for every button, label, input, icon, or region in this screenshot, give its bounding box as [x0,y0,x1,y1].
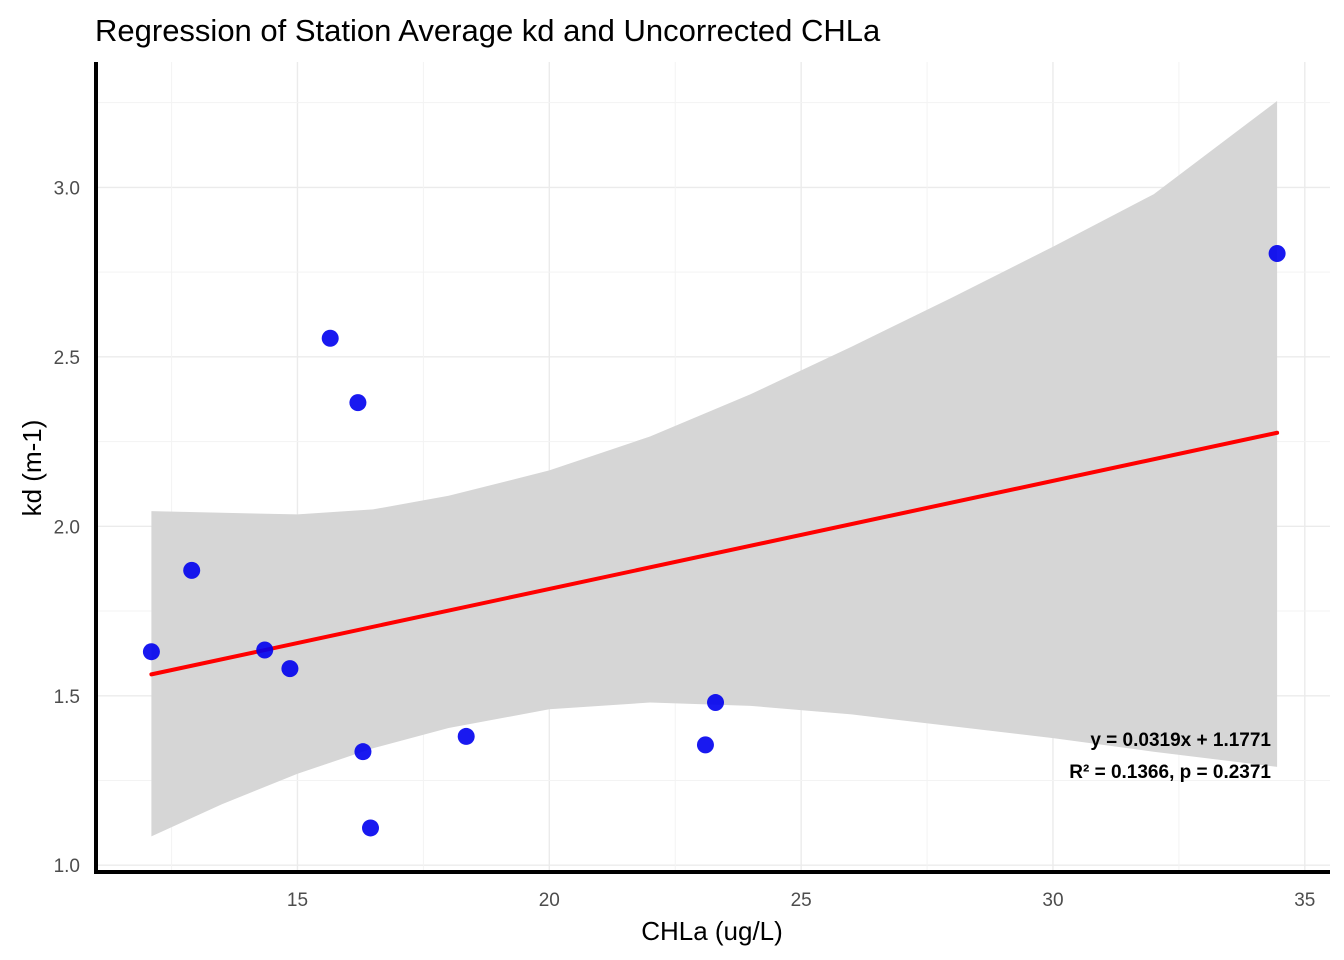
data-point [696,736,714,754]
regression-line-group [149,430,1280,677]
tick-labels: 15 20 25 30 35 1.0 1.5 2.0 2.5 3.0 [54,178,1316,911]
data-point [354,743,372,761]
data-point [362,819,380,837]
y-tick-label: 1.5 [54,687,80,708]
data-point [457,727,475,745]
y-tick-label: 3.0 [54,178,80,199]
data-point [281,660,299,678]
y-tick-label: 1.0 [54,856,80,877]
chart-title: Regression of Station Average kd and Unc… [95,13,881,48]
x-axis-title: CHLa (ug/L) [641,916,783,946]
regression-line [149,430,1280,677]
data-point [1268,244,1286,262]
x-tick-label: 30 [1042,890,1063,911]
data-point [142,643,160,661]
confidence-band [151,101,1278,837]
data-point [349,394,367,412]
data-point [321,329,339,347]
x-tick-label: 15 [287,890,308,911]
y-tick-label: 2.5 [54,348,80,369]
y-tick-label: 2.0 [54,517,80,538]
data-point [183,561,201,579]
x-tick-label: 20 [539,890,560,911]
x-tick-label: 25 [791,890,812,911]
x-tick-label: 35 [1294,890,1315,911]
y-axis-title: kd (m-1) [17,420,47,517]
data-point [256,641,274,659]
confidence-band-area [151,101,1278,837]
regression-equation: y = 0.0319x + 1.1771 [1090,730,1271,751]
data-point [707,694,725,712]
data-points [142,244,1286,837]
regression-stats: R² = 0.1366, p = 0.2371 [1069,762,1271,783]
axes [94,62,1330,874]
